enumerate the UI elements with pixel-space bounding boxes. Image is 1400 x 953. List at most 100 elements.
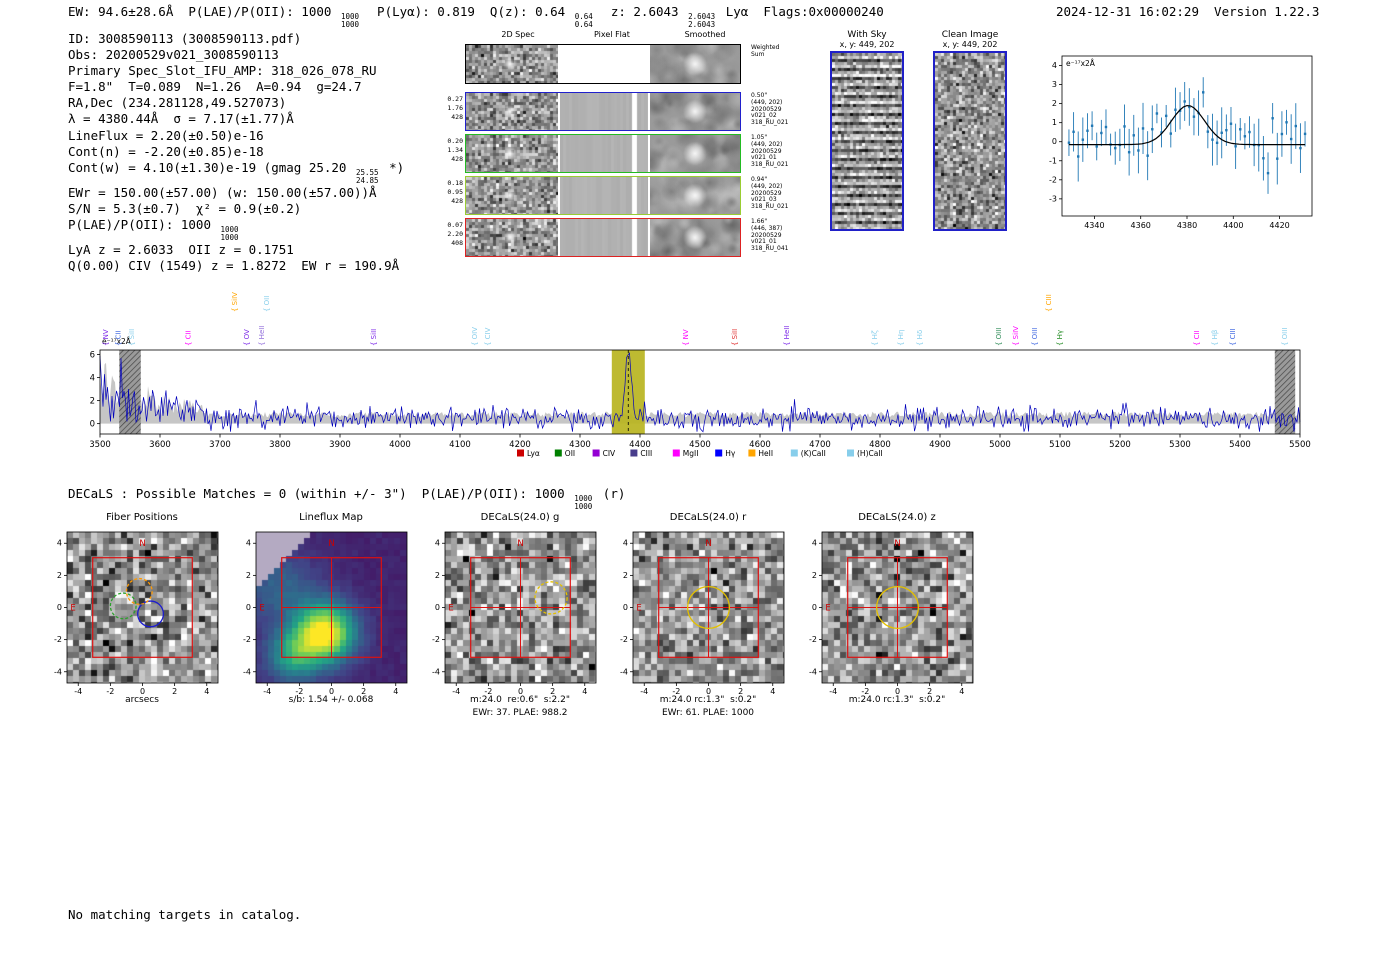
svg-text:-2: -2 [672, 687, 680, 694]
info-line: LineFlux = 2.20(±0.50)e-16 [68, 128, 404, 144]
svg-text:0: 0 [895, 687, 900, 694]
timestamp-version-text: 2024-12-31 16:02:29 Version 1.22.3 [1056, 4, 1320, 19]
text-segment: DECaLS : Possible Matches = 0 (within +/… [68, 486, 573, 501]
text-segment: λ = 4380.44Å σ = 7.17(±1.77)Å [68, 111, 294, 127]
svg-text:4500: 4500 [689, 440, 711, 450]
svg-text:4000: 4000 [389, 440, 411, 450]
svg-text:{ CIII: { CIII [1045, 294, 1053, 312]
svg-text:{ Hγ: { Hγ [1056, 330, 1064, 346]
svg-text:CIII: CIII [640, 449, 652, 458]
svg-text:6: 6 [90, 351, 95, 361]
svg-text:2: 2 [738, 687, 743, 694]
svg-text:E: E [448, 604, 453, 614]
line-fit-plot-svg: -3 -2 -1 0 1 2 3 4 4340 4360 4380 4400 4420 e⁻¹⁷x2Å [1049, 55, 1313, 230]
pixelflat-image [560, 177, 648, 214]
cutout-title: DECaLS(24.0) z [858, 512, 936, 523]
svg-text:4300: 4300 [569, 440, 591, 450]
cutout-decals-g: DECaLS(24.0) g -4 -4 -2 -2 0 0 2 2 4 4 N E m:24.0 r… [415, 506, 626, 728]
svg-text:{ SiII: { SiII [731, 329, 739, 346]
svg-text:0: 0 [90, 420, 95, 430]
info-line: Cont(w) = 4.10(±1.30)e-19 (gmag 25.20 25… [68, 160, 404, 185]
spec2d-row-annotations: Weighted Sum [751, 44, 780, 58]
cutout-decals-r: DECaLS(24.0) r -4 -4 -2 -2 0 0 2 2 4 4 N E m:24.0 r… [603, 506, 814, 728]
clean-image [933, 51, 1007, 231]
svg-text:Hγ: Hγ [725, 449, 736, 458]
svg-text:4: 4 [57, 539, 62, 548]
svg-text:5300: 5300 [1169, 440, 1191, 450]
svg-text:2: 2 [812, 571, 817, 580]
cutout-caption: m:24.0 re:0.6" s:2.2" [470, 695, 570, 705]
cutout-lineflux-map: Lineflux Map -4 -4 -2 -2 0 0 2 2 4 4 N E s/b: 1.54 … [226, 506, 437, 728]
smoothed-image [650, 45, 740, 83]
svg-text:3900: 3900 [329, 440, 351, 450]
svg-text:{ NV: { NV [102, 329, 110, 346]
cutout-caption: m:24.0 rc:1.3" s:0.2" [659, 695, 757, 705]
svg-text:0: 0 [812, 603, 817, 612]
spec2d-row-images [465, 44, 741, 84]
svg-text:-2: -2 [861, 687, 869, 694]
svg-text:E: E [70, 604, 75, 614]
svg-text:2: 2 [435, 571, 440, 580]
svg-text:{ OII: { OII [263, 296, 271, 312]
smoothed-image [650, 219, 740, 256]
with-sky-title: With Sky [847, 30, 887, 40]
stacked-fraction: 2.6043 2.6043 [688, 12, 716, 29]
text-segment: EW: 94.6±28.6Å P(LAE)/P(OII): 1000 [68, 4, 339, 19]
clean-image-panel: Clean Image x, y: 449, 202 [932, 30, 1008, 235]
spec2d-image [466, 177, 558, 214]
line-fit-plot: -3 -2 -1 0 1 2 3 4 4340 4360 4380 4400 4420 e⁻¹⁷x2Å [1038, 48, 1338, 247]
cutout-overlay: -4 -4 -2 -2 0 0 2 2 4 4 N E [620, 531, 785, 694]
svg-text:{ CII: { CII [185, 330, 193, 346]
svg-text:2: 2 [550, 687, 555, 694]
svg-text:3800: 3800 [269, 440, 291, 450]
svg-text:-2: -2 [484, 687, 492, 694]
spec2d-row-annotations: 0.94" (449, 202) 20200529 v021_03 318_RU_021 [751, 176, 789, 211]
spec2d-col-title-pixelflat: Pixel Flat [594, 30, 630, 39]
svg-text:-4: -4 [432, 667, 440, 676]
svg-text:4700: 4700 [809, 440, 831, 450]
pixelflat-image [560, 93, 648, 130]
with-sky-panel: With Sky x, y: 449, 202 [829, 30, 905, 235]
svg-text:4: 4 [435, 539, 440, 548]
svg-text:3600: 3600 [149, 440, 171, 450]
text-segment: S/N = 5.3(±0.7) χ² = 0.9(±0.2) [68, 200, 302, 216]
spec2d-col-title-2dspec: 2D Spec [501, 30, 535, 39]
svg-text:e⁻¹⁷x2Å: e⁻¹⁷x2Å [102, 337, 132, 346]
smoothed-image [650, 93, 740, 130]
svg-text:2: 2 [1052, 99, 1057, 108]
svg-text:5000: 5000 [989, 440, 1011, 450]
svg-text:{ OIII: { OIII [1281, 328, 1289, 346]
svg-text:4: 4 [812, 539, 817, 548]
svg-text:-4: -4 [263, 687, 271, 694]
svg-text:HeII: HeII [758, 449, 773, 458]
with-sky-coords: x, y: 449, 202 [839, 40, 895, 49]
svg-text:N: N [517, 539, 523, 549]
svg-text:{ OIII: { OIII [995, 328, 1003, 346]
info-line: ID: 3008590113 (3008590113.pdf) [68, 31, 404, 47]
cutout-title: Lineflux Map [299, 512, 363, 523]
svg-text:2: 2 [361, 687, 366, 694]
info-line: P(LAE)/P(OII): 1000 1000 1000 [68, 217, 404, 242]
spec2d-image [466, 93, 558, 130]
cutout-overlay: -4 -4 -2 -2 0 0 2 2 4 4 N E [243, 531, 408, 694]
svg-text:-4: -4 [640, 687, 648, 694]
svg-text:{ CIII: { CIII [1229, 328, 1237, 346]
svg-text:3500: 3500 [90, 440, 111, 450]
spec2d-row-left-labels: 0.18 0.95 428 [447, 179, 463, 205]
clean-image-coords: x, y: 449, 202 [942, 40, 998, 49]
svg-text:-3: -3 [1049, 194, 1057, 203]
svg-text:3: 3 [1052, 80, 1057, 89]
svg-text:4: 4 [623, 539, 628, 548]
text-segment: ID: 3008590113 (3008590113.pdf) [68, 31, 302, 46]
svg-text:4200: 4200 [509, 440, 531, 450]
svg-text:-4: -4 [620, 667, 628, 676]
info-line: S/N = 5.3(±0.7) χ² = 0.9(±0.2) [68, 201, 404, 217]
text-segment: P(Lyα): 0.819 Q(z): 0.64 [362, 4, 573, 19]
stacked-fraction: 25.55 24.85 [355, 167, 379, 185]
spec2d-image [466, 45, 558, 83]
svg-text:1: 1 [1052, 118, 1057, 127]
svg-text:N: N [328, 539, 334, 549]
cutout-caption2: EWr: 37. PLAE: 988.2 [472, 708, 568, 718]
svg-text:-4: -4 [54, 667, 62, 676]
svg-text:E: E [259, 604, 264, 614]
